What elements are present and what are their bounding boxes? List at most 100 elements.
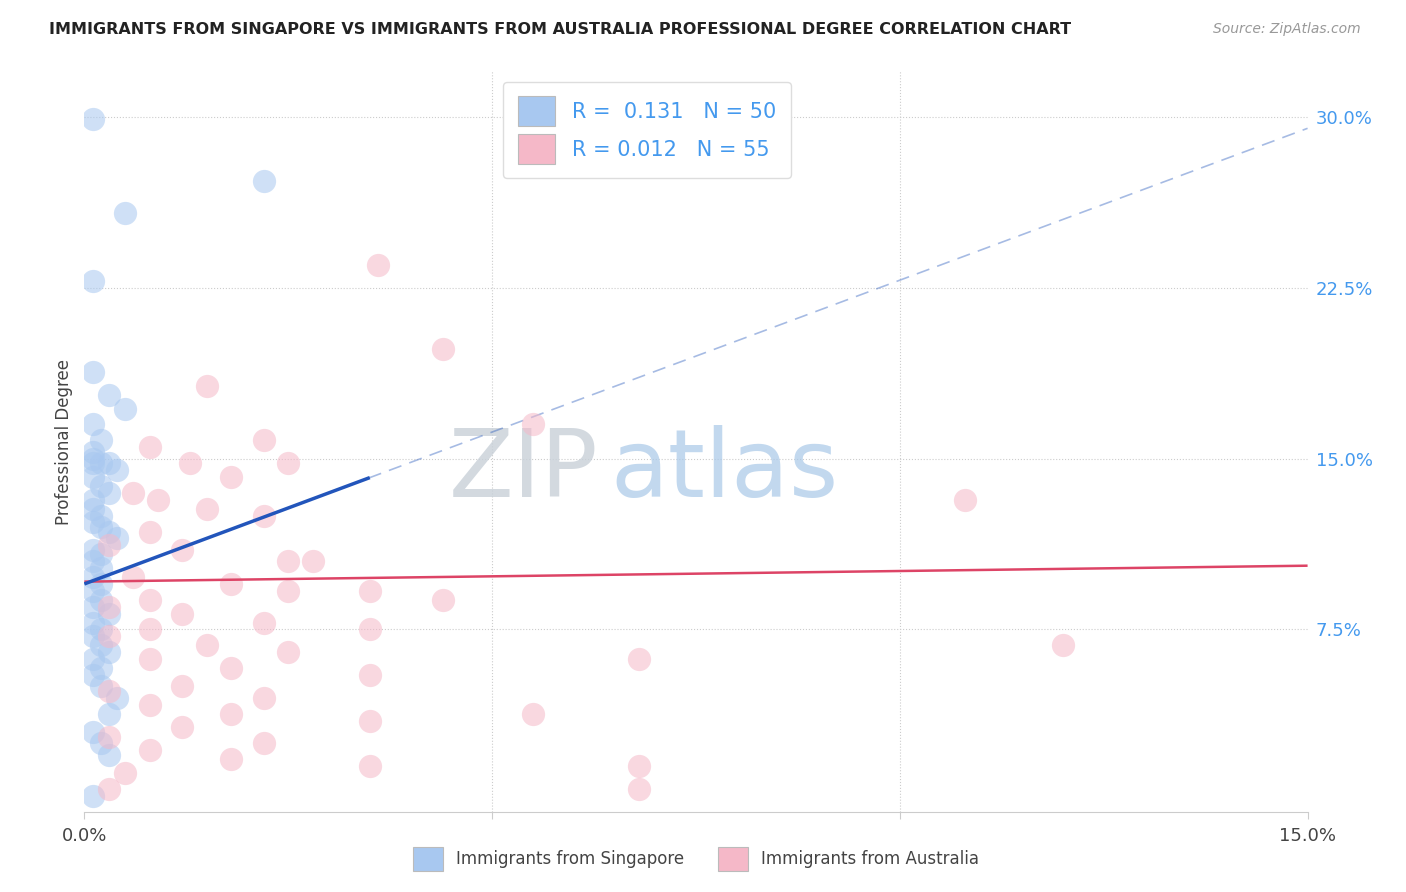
- Point: [195, 501, 218, 516]
- Point: [82, 112, 104, 127]
- Point: [138, 524, 160, 539]
- Point: [195, 378, 218, 392]
- Point: [301, 554, 323, 568]
- Y-axis label: Professional Degree: Professional Degree: [55, 359, 73, 524]
- Point: [359, 759, 381, 773]
- Point: [432, 592, 454, 607]
- Point: [82, 516, 104, 530]
- Point: [90, 639, 112, 653]
- Point: [253, 615, 276, 630]
- Point: [219, 706, 242, 721]
- Point: [253, 508, 276, 523]
- Point: [253, 174, 276, 188]
- Point: [138, 743, 160, 757]
- Point: [122, 485, 145, 500]
- Point: [627, 652, 650, 666]
- Point: [277, 456, 299, 470]
- Point: [105, 532, 128, 546]
- Point: [90, 479, 112, 493]
- Point: [253, 434, 276, 448]
- Point: [97, 645, 120, 659]
- Text: IMMIGRANTS FROM SINGAPORE VS IMMIGRANTS FROM AUSTRALIA PROFESSIONAL DEGREE CORRE: IMMIGRANTS FROM SINGAPORE VS IMMIGRANTS …: [49, 22, 1071, 37]
- Point: [172, 607, 194, 621]
- Point: [90, 520, 112, 534]
- Text: ZIP: ZIP: [449, 425, 598, 517]
- Point: [97, 706, 120, 721]
- Point: [105, 463, 128, 477]
- Point: [82, 629, 104, 643]
- Point: [172, 680, 194, 694]
- Point: [82, 456, 104, 470]
- Point: [105, 690, 128, 705]
- Point: [522, 417, 544, 432]
- Point: [522, 706, 544, 721]
- Point: [90, 592, 112, 607]
- Point: [432, 343, 454, 357]
- Point: [359, 668, 381, 682]
- Point: [97, 781, 120, 796]
- Point: [97, 607, 120, 621]
- Point: [114, 205, 136, 219]
- Point: [82, 451, 104, 466]
- Point: [359, 623, 381, 637]
- Point: [953, 492, 976, 507]
- Point: [97, 538, 120, 552]
- Point: [219, 577, 242, 591]
- Point: [97, 599, 120, 614]
- Point: [90, 661, 112, 675]
- Point: [172, 542, 194, 557]
- Point: [82, 583, 104, 598]
- Point: [1052, 639, 1074, 653]
- Point: [97, 684, 120, 698]
- Point: [97, 747, 120, 762]
- Point: [97, 629, 120, 643]
- Point: [97, 524, 120, 539]
- Text: atlas: atlas: [610, 425, 838, 517]
- Point: [82, 444, 104, 458]
- Point: [627, 759, 650, 773]
- Point: [97, 730, 120, 744]
- Point: [138, 623, 160, 637]
- Point: [82, 570, 104, 584]
- Text: Source: ZipAtlas.com: Source: ZipAtlas.com: [1213, 22, 1361, 37]
- Legend: Immigrants from Singapore, Immigrants from Australia: Immigrants from Singapore, Immigrants fr…: [406, 840, 986, 878]
- Point: [138, 652, 160, 666]
- Point: [138, 440, 160, 454]
- Point: [82, 542, 104, 557]
- Point: [179, 456, 201, 470]
- Point: [97, 388, 120, 402]
- Point: [627, 781, 650, 796]
- Point: [82, 365, 104, 379]
- Point: [219, 470, 242, 484]
- Point: [90, 577, 112, 591]
- Point: [82, 789, 104, 803]
- Point: [90, 680, 112, 694]
- Point: [122, 570, 145, 584]
- Point: [82, 615, 104, 630]
- Point: [219, 661, 242, 675]
- Point: [359, 714, 381, 728]
- Point: [90, 736, 112, 750]
- Point: [253, 690, 276, 705]
- Point: [90, 561, 112, 575]
- Point: [195, 639, 218, 653]
- Point: [82, 668, 104, 682]
- Point: [82, 417, 104, 432]
- Point: [82, 652, 104, 666]
- Point: [82, 599, 104, 614]
- Point: [114, 401, 136, 416]
- Point: [90, 456, 112, 470]
- Point: [97, 485, 120, 500]
- Point: [277, 583, 299, 598]
- Point: [277, 554, 299, 568]
- Point: [82, 554, 104, 568]
- Point: [138, 698, 160, 712]
- Point: [219, 752, 242, 766]
- Point: [172, 721, 194, 735]
- Point: [97, 456, 120, 470]
- Point: [90, 508, 112, 523]
- Point: [90, 547, 112, 561]
- Point: [114, 766, 136, 780]
- Point: [82, 492, 104, 507]
- Point: [138, 592, 160, 607]
